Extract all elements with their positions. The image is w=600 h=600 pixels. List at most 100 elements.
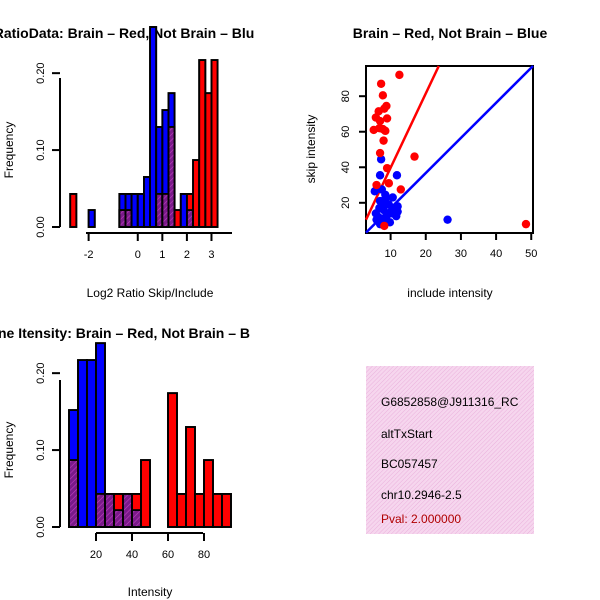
bar-outline <box>69 193 78 228</box>
intensity-histogram-axes: 0.00 0.10 0.20 20 40 60 80 <box>35 362 210 561</box>
brain-point <box>380 221 389 231</box>
info-panel: G6852858@J911316_RC altTxStart BC057457 … <box>366 366 534 534</box>
info-accession: BC057457 <box>381 457 438 471</box>
not-brain-bar <box>77 359 88 528</box>
brain-bar <box>192 159 201 228</box>
brain-bar <box>221 493 232 528</box>
overlap-bar <box>124 209 133 228</box>
brain-point <box>410 152 419 161</box>
x-tick-label: 20 <box>90 549 102 561</box>
not-brain-bar <box>143 176 151 228</box>
brain-bar <box>204 92 213 228</box>
ratio-histogram-title: RatioData: Brain – Red, Not Brain – Blu <box>0 25 254 41</box>
y-tick-label: 0.20 <box>35 362 47 383</box>
x-tick-label: 50 <box>525 248 537 260</box>
brain-point <box>369 125 378 135</box>
brain-bar <box>140 459 151 528</box>
brain-point <box>382 163 392 173</box>
info-probe-id: G6852858@J911316_RC <box>381 395 519 409</box>
brain-point <box>375 116 385 126</box>
brain-point <box>372 180 381 190</box>
brain-point <box>381 126 390 136</box>
brain-point <box>380 104 389 113</box>
not-brain-point <box>381 195 390 204</box>
x-tick-label: 3 <box>208 249 214 261</box>
not-brain-point <box>374 212 383 222</box>
y-tick-label: 0.10 <box>35 139 47 160</box>
brain-point <box>395 70 404 80</box>
brain-bar <box>212 493 223 528</box>
intensity-histogram: ne Itensity: Brain – Red, Not Brain – B … <box>0 325 250 599</box>
y-tick-label: 80 <box>340 90 352 102</box>
overlap-bar <box>155 193 164 228</box>
x-tick-label: 30 <box>455 248 467 260</box>
overlap-bar <box>131 509 142 528</box>
scatter-ylabel: skip intensity <box>304 115 318 184</box>
intensity-histogram-ylabel: Frequency <box>2 422 16 479</box>
bar-outline <box>140 459 151 528</box>
scatter-axes: 10 20 30 40 50 20 40 60 80 <box>340 90 537 260</box>
x-tick-label: 80 <box>198 549 210 561</box>
y-tick-label: 40 <box>340 161 352 173</box>
y-tick-label: 0.00 <box>35 516 47 537</box>
overlap-bar <box>167 126 176 228</box>
intensity-scatter: Brain – Red, Not Brain – Blue 10 20 30 40 50… <box>304 25 547 300</box>
x-tick-label: 40 <box>126 549 138 561</box>
overlap-bar <box>113 509 124 528</box>
brain-point <box>396 185 406 194</box>
brain-bar <box>176 493 187 528</box>
brain-bar <box>210 59 219 228</box>
x-tick-label: 10 <box>384 248 396 260</box>
not-brain-bar <box>179 193 188 228</box>
ratio-histogram-ylabel: Frequency <box>2 122 16 179</box>
info-panel-background <box>366 366 534 534</box>
info-pval: Pval: 2.000000 <box>381 512 461 526</box>
bar-outline <box>185 426 196 528</box>
brain-bar <box>203 459 214 528</box>
scatter-title: Brain – Red, Not Brain – Blue <box>353 25 548 41</box>
brain-point <box>378 91 388 100</box>
x-tick-label: 1 <box>159 249 165 261</box>
x-tick-label: 2 <box>184 249 190 261</box>
y-tick-label: 60 <box>340 126 352 138</box>
overlap-bar <box>122 493 133 528</box>
overlap-bar <box>161 193 170 228</box>
brain-bar <box>173 209 182 228</box>
brain-bar <box>185 426 196 528</box>
overlap-bar <box>95 493 106 528</box>
brain-fit-line <box>364 65 440 221</box>
brain-point <box>382 114 392 123</box>
y-tick-label: 20 <box>340 197 352 209</box>
brain-bar <box>69 193 78 228</box>
not-brain-point <box>376 155 386 164</box>
not-brain-bar <box>86 359 97 528</box>
scatter-frame <box>365 65 534 234</box>
bar-outline <box>95 342 106 528</box>
bar-outline <box>167 92 176 228</box>
brain-point <box>376 79 386 88</box>
not-brain-bar <box>149 26 158 228</box>
overlap-bar <box>186 209 194 228</box>
x-tick-label: 60 <box>162 549 174 561</box>
x-tick-label: 0 <box>135 249 141 261</box>
bar-outline <box>167 392 178 528</box>
not-brain-point <box>393 207 402 216</box>
brain-bar <box>198 59 207 228</box>
not-brain-point <box>375 171 385 180</box>
info-location: chr10.2946-2.5 <box>381 488 462 502</box>
not-brain-point <box>443 215 452 224</box>
not-brain-bar <box>130 193 139 228</box>
brain-point <box>521 219 531 229</box>
ratio-histogram-axes: 0.00 0.10 0.20 -2 0 1 2 3 <box>35 62 232 261</box>
overlap-bar <box>104 493 115 528</box>
scatter-plot-area <box>364 65 534 234</box>
brain-bar <box>167 392 178 528</box>
not-brain-point <box>388 193 397 202</box>
x-tick-label: 20 <box>420 248 432 260</box>
scatter-xlabel: include intensity <box>407 286 492 300</box>
bar-outline <box>221 493 232 528</box>
not-brain-bar <box>136 193 145 228</box>
brain-point <box>379 136 388 145</box>
y-tick-label: 0.10 <box>35 439 47 460</box>
